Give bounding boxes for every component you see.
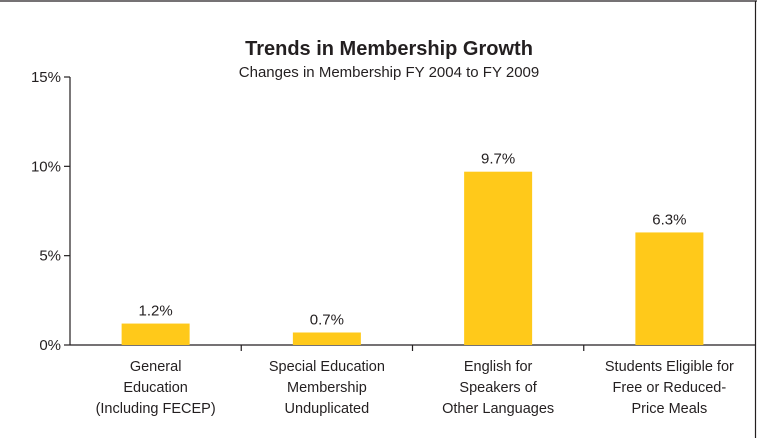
category-label-3: Students Eligible for Free or Reduced- Pri…: [605, 359, 734, 417]
category-label-1: Special Education Membership Unduplicated: [269, 359, 385, 417]
category-label-3-line-1: Free or Reduced-: [613, 380, 727, 396]
category-label-1-line-0: Special Education: [269, 359, 385, 375]
category-label-3-line-0: Students Eligible for: [605, 359, 734, 375]
y-tick-label-1: 5%: [39, 248, 61, 265]
y-tick-label-3: 15%: [31, 69, 61, 86]
chart-subtitle: Changes in Membership FY 2004 to FY 2009: [239, 64, 539, 81]
category-labels: General Education (Including FECEP) Special…: [96, 359, 734, 417]
category-label-1-line-1: Membership: [287, 380, 367, 396]
category-label-0-line-2: (Including FECEP): [96, 401, 216, 417]
category-label-1-line-2: Unduplicated: [285, 401, 370, 417]
data-label-3: 6.3%: [652, 211, 686, 228]
category-label-0-line-0: General: [130, 359, 182, 375]
y-ticks: 0% 5% 10% 15%: [31, 69, 70, 354]
bar-0: [121, 323, 190, 345]
data-label-1: 0.7%: [310, 311, 344, 328]
bar-1: [292, 332, 361, 345]
bars: [121, 171, 704, 345]
data-label-2: 9.7%: [481, 151, 515, 168]
data-label-0: 1.2%: [139, 303, 173, 320]
bar-2: [464, 171, 533, 345]
category-label-2-line-2: Other Languages: [442, 401, 554, 417]
y-tick-label-0: 0%: [39, 337, 61, 354]
category-label-0-line-1: Education: [123, 380, 188, 396]
category-label-0: General Education (Including FECEP): [96, 359, 216, 417]
bar-3: [635, 232, 704, 345]
category-label-2: English for Speakers of Other Languages: [442, 359, 554, 417]
y-tick-label-2: 10%: [31, 158, 61, 175]
data-labels: 1.2% 0.7% 9.7% 6.3%: [139, 151, 687, 329]
category-label-2-line-0: English for: [464, 359, 533, 375]
x-ticks: [240, 345, 585, 351]
category-label-3-line-2: Price Meals: [632, 401, 708, 417]
chart-title: Trends in Membership Growth: [245, 38, 533, 60]
category-label-2-line-1: Speakers of: [459, 380, 537, 396]
